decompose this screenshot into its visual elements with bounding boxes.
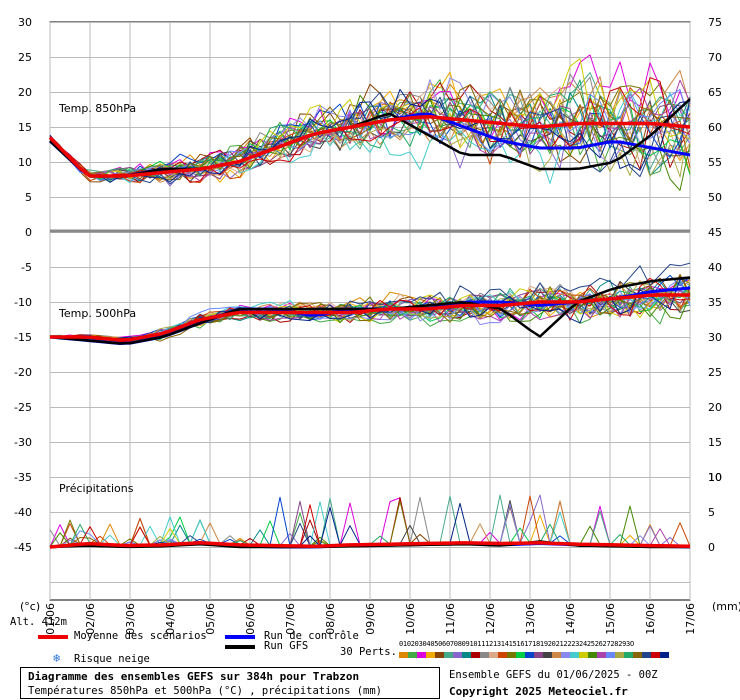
panel-label: Temp. 500hPa	[58, 307, 136, 320]
y2-tick-label-850: 75	[708, 16, 722, 29]
x-date-label: 14/06	[564, 603, 577, 635]
y2-tick-label-850: 55	[708, 156, 722, 169]
y2-tick-label-precip: 0	[708, 541, 715, 554]
ensemble-member-line	[49, 88, 691, 183]
y2-tick-label-500: 10	[708, 471, 722, 484]
y-tick-label-850: 20	[18, 86, 32, 99]
x-date-label: 12/06	[484, 603, 497, 635]
y-tick-label-850: 5	[25, 191, 32, 204]
x-date-label: 06/06	[244, 603, 257, 635]
ensemble-member-line	[49, 70, 691, 183]
y-tick-label-850: 0	[25, 226, 32, 239]
y2-tick-label-850: 50	[708, 191, 722, 204]
x-date-label: 16/06	[644, 603, 657, 635]
x-date-label: 03/06	[124, 603, 137, 635]
y-tick-label-500: -35	[14, 471, 32, 484]
x-date-label: 04/06	[164, 603, 177, 635]
mean-line	[48, 115, 691, 178]
x-date-label: 07/06	[284, 603, 297, 635]
ensemble-member-line	[49, 273, 691, 342]
x-date-label: 17/06	[684, 603, 697, 635]
y-tick-label-precip: -45	[14, 541, 32, 554]
y-tick-label-precip: -40	[14, 506, 32, 519]
x-date-label: 10/06	[404, 603, 417, 635]
y-tick-label-500: -20	[14, 366, 32, 379]
mean-line	[49, 541, 691, 549]
y2-tick-label-500: 40	[708, 261, 722, 274]
y2-tick-label-precip: 10	[708, 471, 722, 484]
y2-tick-label-500: 25	[708, 366, 722, 379]
y-tick-label-850: 25	[18, 51, 32, 64]
ensemble-member-line	[49, 87, 691, 182]
y2-tick-label-500: 15	[708, 436, 722, 449]
y-tick-label-850: 15	[18, 121, 32, 134]
ensemble-member-line	[49, 58, 691, 179]
y2-tick-label-500: 30	[708, 331, 722, 344]
panel-label: Temp. 850hPa	[58, 102, 136, 115]
y-tick-label-500: -25	[14, 401, 32, 414]
panel-label: Précipitations	[59, 482, 134, 495]
y-tick-label-850: 10	[18, 156, 32, 169]
y2-tick-label-850: 60	[708, 121, 722, 134]
x-axis-label-left: (°c)	[20, 600, 40, 613]
x-date-label: 01/06	[44, 603, 57, 635]
gfs-run-line	[49, 98, 691, 178]
y2-tick-label-850: 70	[708, 51, 722, 64]
x-date-label: 08/06	[324, 603, 337, 635]
y-tick-label-850: 30	[18, 16, 32, 29]
x-date-label: 09/06	[364, 603, 377, 635]
y2-tick-label-850: 65	[708, 86, 722, 99]
y-tick-label-500: -5	[21, 261, 32, 274]
y-tick-label-500: -10	[14, 296, 32, 309]
mean-line	[50, 293, 690, 342]
y2-tick-label-500: 20	[708, 401, 722, 414]
x-date-label: 02/06	[84, 603, 97, 635]
ensemble-member-line	[49, 91, 691, 185]
x-date-label: 05/06	[204, 603, 217, 635]
y2-tick-label-500: 35	[708, 296, 722, 309]
y-tick-label-500: -30	[14, 436, 32, 449]
x-date-label: 15/06	[604, 603, 617, 635]
y-tick-label-500: -15	[14, 331, 32, 344]
x-axis-label-right: (mm)	[712, 600, 740, 613]
x-date-label: 13/06	[524, 603, 537, 635]
x-date-label: 11/06	[444, 603, 457, 635]
y2-tick-label-precip: 5	[708, 506, 715, 519]
y2-tick-label-850: 45	[708, 226, 722, 239]
